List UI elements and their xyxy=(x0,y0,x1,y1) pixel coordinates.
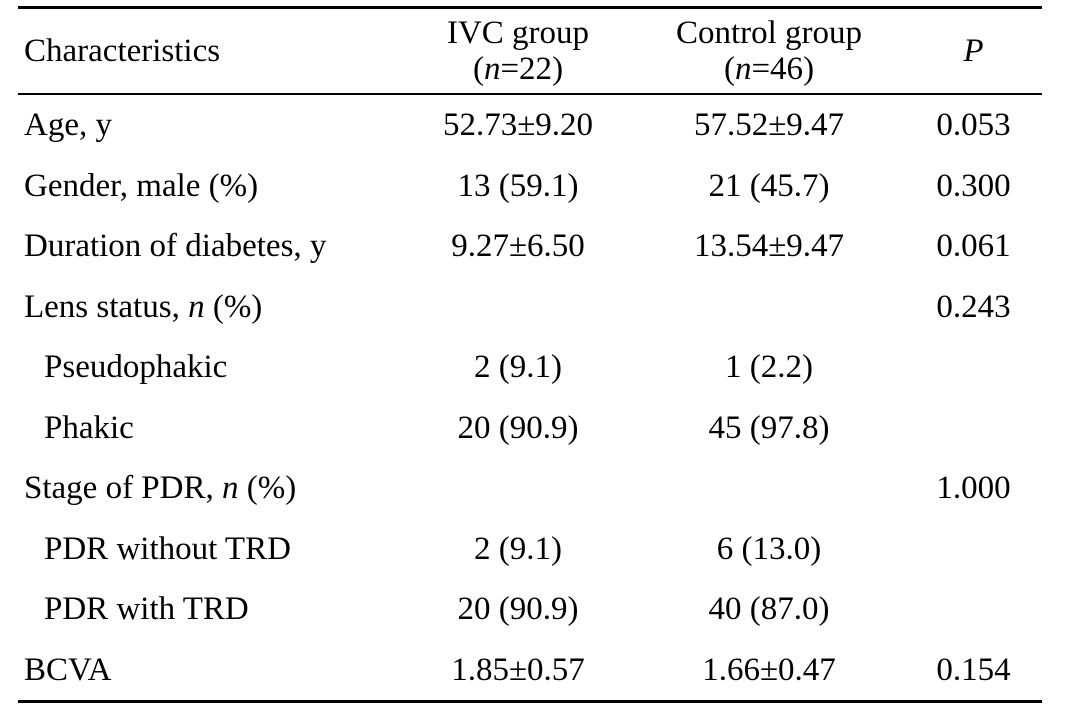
row-label-post: (%) xyxy=(238,470,297,507)
row-p-value: 0.243 xyxy=(936,288,1011,325)
row-control-value: 45 (97.8) xyxy=(708,409,830,446)
table-row-age: Age, y 52.73±9.20 57.52±9.47 0.053 xyxy=(18,95,1042,156)
table-bottom-rule xyxy=(18,700,1042,703)
header-ivc-n-symbol: n xyxy=(483,51,501,87)
row-ivc-value: 20 (90.9) xyxy=(457,409,579,446)
row-control-value: 21 (45.7) xyxy=(708,167,830,204)
header-control-group-n: (n=46) xyxy=(723,51,815,87)
row-ivc-value: 52.73±9.20 xyxy=(442,107,594,144)
row-label: PDR without TRD xyxy=(44,530,291,567)
row-ivc-value: 2 (9.1) xyxy=(474,530,562,567)
row-p-value: 1.000 xyxy=(936,470,1011,507)
header-ivc-group: IVC group (n=22) xyxy=(403,15,633,87)
header-ivc-group-n: (n=22) xyxy=(472,51,564,87)
table-header-rule xyxy=(18,93,1042,95)
row-label: Duration of diabetes, y xyxy=(24,228,327,265)
row-p-value: 0.053 xyxy=(936,107,1011,144)
header-control-group: Control group (n=46) xyxy=(633,15,905,87)
row-control-value: 13.54±9.47 xyxy=(693,228,845,265)
header-control-n-value: =46 xyxy=(751,51,804,87)
row-label-n: n xyxy=(188,288,205,325)
row-ivc-value: 2 (9.1) xyxy=(474,349,562,386)
table-row-phakic: Phakic 20 (90.9) 45 (97.8) xyxy=(18,398,1042,459)
table-row-lens-status: Lens status, n (%) 0.243 xyxy=(18,277,1042,338)
header-ivc-group-label: IVC group xyxy=(446,15,590,51)
row-control-value: 40 (87.0) xyxy=(708,591,830,628)
header-control-group-label: Control group xyxy=(675,15,863,51)
header-ivc-n-value: =22 xyxy=(500,51,553,87)
row-control-value: 57.52±9.47 xyxy=(693,107,845,144)
row-ivc-value: 20 (90.9) xyxy=(457,591,579,628)
table-top-rule xyxy=(18,6,1042,9)
row-label-pre: Lens status, xyxy=(24,288,189,325)
row-p-value: 0.300 xyxy=(936,167,1011,204)
table-row-stage-of-pdr: Stage of PDR, n (%) 1.000 xyxy=(18,458,1042,519)
row-label-n: n xyxy=(222,470,239,507)
header-p-value: P xyxy=(963,33,984,69)
row-label: PDR with TRD xyxy=(44,591,249,628)
header-characteristics: Characteristics xyxy=(24,33,221,69)
table-row-duration: Duration of diabetes, y 9.27±6.50 13.54±… xyxy=(18,216,1042,277)
row-label-post: (%) xyxy=(204,288,263,325)
row-label: Lens status, n (%) xyxy=(18,289,403,325)
table-row-pdr-without-trd: PDR without TRD 2 (9.1) 6 (13.0) xyxy=(18,519,1042,580)
row-label: BCVA xyxy=(24,651,112,688)
row-label: Stage of PDR, n (%) xyxy=(18,470,403,506)
row-label: Age, y xyxy=(24,107,112,144)
table-header-row: Characteristics IVC group (n=22) Control… xyxy=(18,9,1042,93)
row-label: Pseudophakic xyxy=(44,349,228,386)
row-control-value: 1.66±0.47 xyxy=(702,651,836,688)
row-ivc-value: 13 (59.1) xyxy=(457,167,579,204)
row-ivc-value: 9.27±6.50 xyxy=(451,228,585,265)
table-row-bcva: BCVA 1.85±0.57 1.66±0.47 0.154 xyxy=(18,640,1042,701)
row-ivc-value: 1.85±0.57 xyxy=(451,651,585,688)
header-control-n-symbol: n xyxy=(734,51,752,87)
row-label-pre: Stage of PDR, xyxy=(24,470,222,507)
table-row-gender: Gender, male (%) 13 (59.1) 21 (45.7) 0.3… xyxy=(18,156,1042,217)
row-p-value: 0.061 xyxy=(936,228,1011,265)
row-control-value: 6 (13.0) xyxy=(716,530,822,567)
row-label: Gender, male (%) xyxy=(24,167,259,204)
table-row-pseudophakic: Pseudophakic 2 (9.1) 1 (2.2) xyxy=(18,337,1042,398)
row-label: Phakic xyxy=(44,409,134,446)
characteristics-table: Characteristics IVC group (n=22) Control… xyxy=(18,6,1042,703)
table-row-pdr-with-trd: PDR with TRD 20 (90.9) 40 (87.0) xyxy=(18,579,1042,640)
row-control-value: 1 (2.2) xyxy=(725,349,813,386)
row-p-value: 0.154 xyxy=(936,651,1011,688)
